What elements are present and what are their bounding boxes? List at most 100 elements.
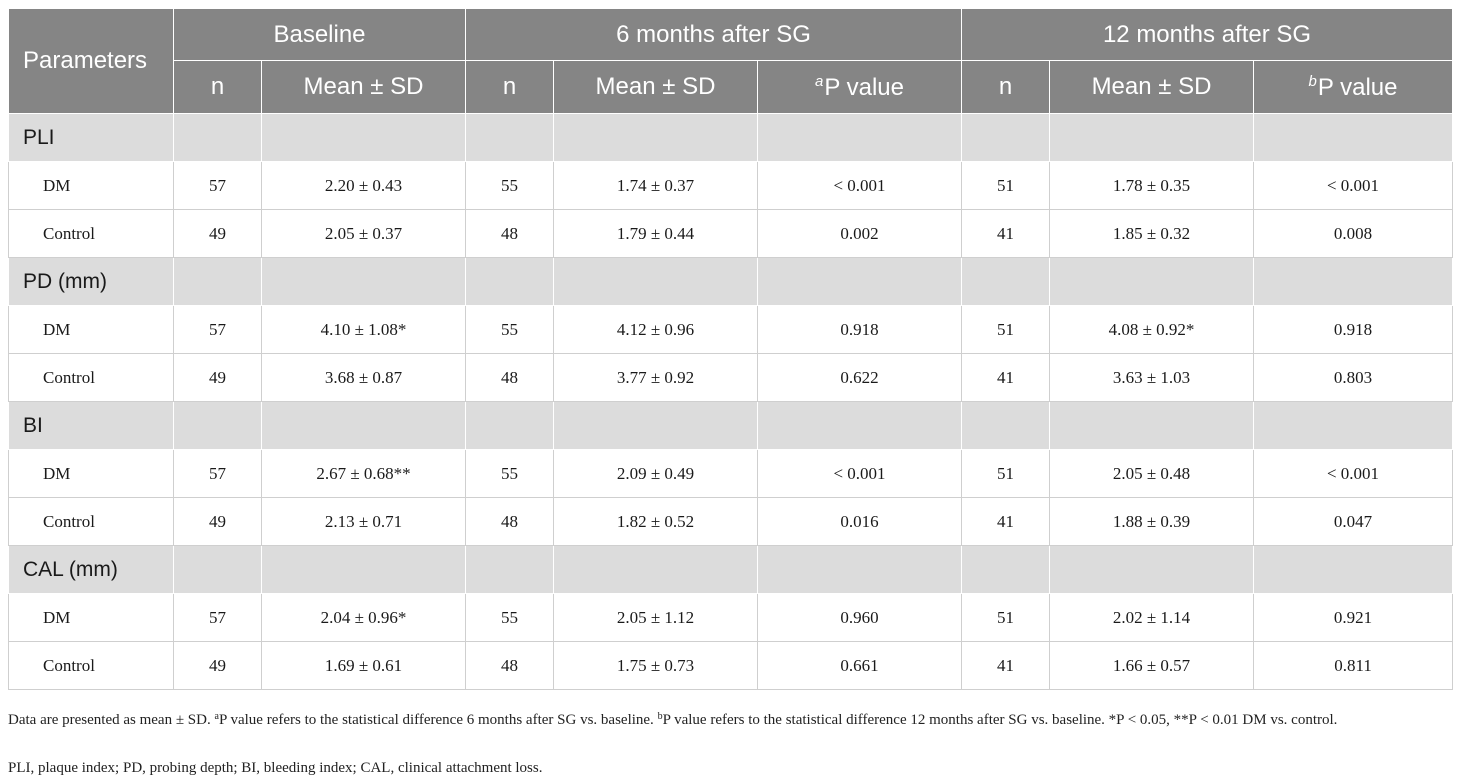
table-row: Control 49 3.68 ± 0.87 48 3.77 ± 0.92 0.… — [8, 353, 1454, 402]
table-header: Parameters Baseline 6 months after SG 12… — [8, 8, 1454, 114]
m6-mean-cell: 1.74 ± 0.37 — [553, 161, 758, 210]
row-label: Control — [8, 209, 174, 258]
m6-mean-cell: 2.05 ± 1.12 — [553, 593, 758, 642]
m12-p-cell: 0.803 — [1253, 353, 1454, 402]
baseline-n-cell: 49 — [173, 353, 262, 402]
m6-p-cell: 0.016 — [756, 497, 963, 546]
m6-p-cell: 0.661 — [756, 641, 963, 690]
m6-n-cell: 55 — [465, 161, 554, 210]
table-row: Control 49 1.69 ± 0.61 48 1.75 ± 0.73 0.… — [8, 641, 1454, 690]
group-row-pd: PD (mm) — [8, 257, 1454, 306]
header-baseline-n: n — [173, 60, 262, 114]
m12-n-cell: 51 — [961, 449, 1051, 498]
m12-n-cell: 51 — [961, 593, 1051, 642]
baseline-n-cell: 57 — [173, 593, 262, 642]
m12-p-cell: 0.918 — [1253, 305, 1454, 354]
table-row: DM 57 2.67 ± 0.68** 55 2.09 ± 0.49 < 0.0… — [8, 449, 1454, 498]
header-6m-p-sup: a — [815, 72, 824, 90]
footnote-abbreviations: PLI, plaque index; PD, probing depth; BI… — [8, 760, 543, 776]
baseline-n-cell: 49 — [173, 641, 262, 690]
footnote-a-text: P value refers to the statistical differ… — [218, 712, 658, 728]
row-label: DM — [8, 593, 174, 642]
row-label: Control — [8, 497, 174, 546]
m6-n-cell: 48 — [465, 353, 554, 402]
baseline-n-cell: 49 — [173, 497, 262, 546]
header-6m-p-label: P value — [824, 73, 904, 101]
m6-p-cell: 0.918 — [756, 305, 963, 354]
footnote-b-text: P value refers to the statistical differ… — [662, 712, 1338, 728]
m6-mean-cell: 1.79 ± 0.44 — [553, 209, 758, 258]
m12-mean-cell: 1.88 ± 0.39 — [1049, 497, 1255, 546]
header-baseline: Baseline — [173, 8, 466, 61]
m12-n-cell: 41 — [961, 641, 1051, 690]
m12-p-cell: 0.811 — [1253, 641, 1454, 690]
m12-p-cell: 0.008 — [1253, 209, 1454, 258]
baseline-mean-cell: 2.20 ± 0.43 — [261, 161, 466, 210]
table-row: DM 57 2.04 ± 0.96* 55 2.05 ± 1.12 0.960 … — [8, 593, 1454, 642]
table-body: PLI DM 57 2.20 ± 0.43 55 1.74 ± 0.37 < 0… — [8, 113, 1454, 690]
group-row-pli: PLI — [8, 113, 1454, 162]
table-row: Control 49 2.05 ± 0.37 48 1.79 ± 0.44 0.… — [8, 209, 1454, 258]
m6-n-cell: 55 — [465, 593, 554, 642]
m12-p-cell: < 0.001 — [1253, 449, 1454, 498]
m12-p-cell: 0.921 — [1253, 593, 1454, 642]
m12-n-cell: 51 — [961, 305, 1051, 354]
m6-p-cell: < 0.001 — [756, 161, 963, 210]
m6-p-cell: < 0.001 — [756, 449, 963, 498]
m12-p-cell: < 0.001 — [1253, 161, 1454, 210]
m6-mean-cell: 1.75 ± 0.73 — [553, 641, 758, 690]
m12-mean-cell: 2.02 ± 1.14 — [1049, 593, 1255, 642]
footnote-b-sup: b — [657, 711, 663, 722]
m12-n-cell: 51 — [961, 161, 1051, 210]
group-row-bi: BI — [8, 401, 1454, 450]
footnote-a-sup: a — [214, 711, 219, 722]
group-label: PD (mm) — [8, 257, 174, 306]
group-row-cal: CAL (mm) — [8, 545, 1454, 594]
baseline-n-cell: 49 — [173, 209, 262, 258]
row-label: Control — [8, 641, 174, 690]
row-label: DM — [8, 449, 174, 498]
header-6m-mean-sd: Mean ± SD — [553, 60, 758, 114]
header-12m-mean-sd: Mean ± SD — [1049, 60, 1255, 114]
header-12m-n: n — [961, 60, 1051, 114]
footnote-mean-sd-text: Data are presented as mean ± SD. — [8, 712, 215, 728]
row-label: DM — [8, 161, 174, 210]
table-row: DM 57 4.10 ± 1.08* 55 4.12 ± 0.96 0.918 … — [8, 305, 1454, 354]
m6-mean-cell: 1.82 ± 0.52 — [553, 497, 758, 546]
group-label: BI — [8, 401, 174, 450]
baseline-n-cell: 57 — [173, 449, 262, 498]
m6-n-cell: 48 — [465, 209, 554, 258]
header-6-months: 6 months after SG — [464, 8, 963, 61]
baseline-mean-cell: 2.67 ± 0.68** — [261, 449, 466, 498]
m6-p-cell: 0.002 — [756, 209, 963, 258]
header-parameters: Parameters — [8, 8, 174, 114]
m12-mean-cell: 2.05 ± 0.48 — [1049, 449, 1255, 498]
m6-mean-cell: 2.09 ± 0.49 — [553, 449, 758, 498]
header-6m-n: n — [465, 60, 554, 114]
baseline-n-cell: 57 — [173, 305, 262, 354]
baseline-mean-cell: 2.04 ± 0.96* — [261, 593, 466, 642]
header-12m-p-label: P value — [1317, 73, 1398, 101]
row-label: Control — [8, 353, 174, 402]
baseline-mean-cell: 1.69 ± 0.61 — [261, 641, 466, 690]
m6-mean-cell: 3.77 ± 0.92 — [553, 353, 758, 402]
m6-mean-cell: 4.12 ± 0.96 — [553, 305, 758, 354]
table-row: Control 49 2.13 ± 0.71 48 1.82 ± 0.52 0.… — [8, 497, 1454, 546]
baseline-mean-cell: 3.68 ± 0.87 — [261, 353, 466, 402]
footnote-definitions: Data are presented as mean ± SD. aP valu… — [8, 706, 1452, 731]
m12-p-cell: 0.047 — [1253, 497, 1454, 546]
row-label: DM — [8, 305, 174, 354]
group-label: CAL (mm) — [8, 545, 174, 594]
m6-p-cell: 0.960 — [756, 593, 963, 642]
baseline-mean-cell: 2.13 ± 0.71 — [261, 497, 466, 546]
baseline-n-cell: 57 — [173, 161, 262, 210]
m6-p-cell: 0.622 — [756, 353, 963, 402]
header-12m-p-value: bP value — [1253, 60, 1454, 114]
baseline-mean-cell: 4.10 ± 1.08* — [261, 305, 466, 354]
m12-mean-cell: 3.63 ± 1.03 — [1049, 353, 1255, 402]
m12-mean-cell: 1.78 ± 0.35 — [1049, 161, 1255, 210]
group-label: PLI — [8, 113, 174, 162]
m12-n-cell: 41 — [961, 353, 1051, 402]
header-12-months: 12 months after SG — [961, 8, 1454, 61]
